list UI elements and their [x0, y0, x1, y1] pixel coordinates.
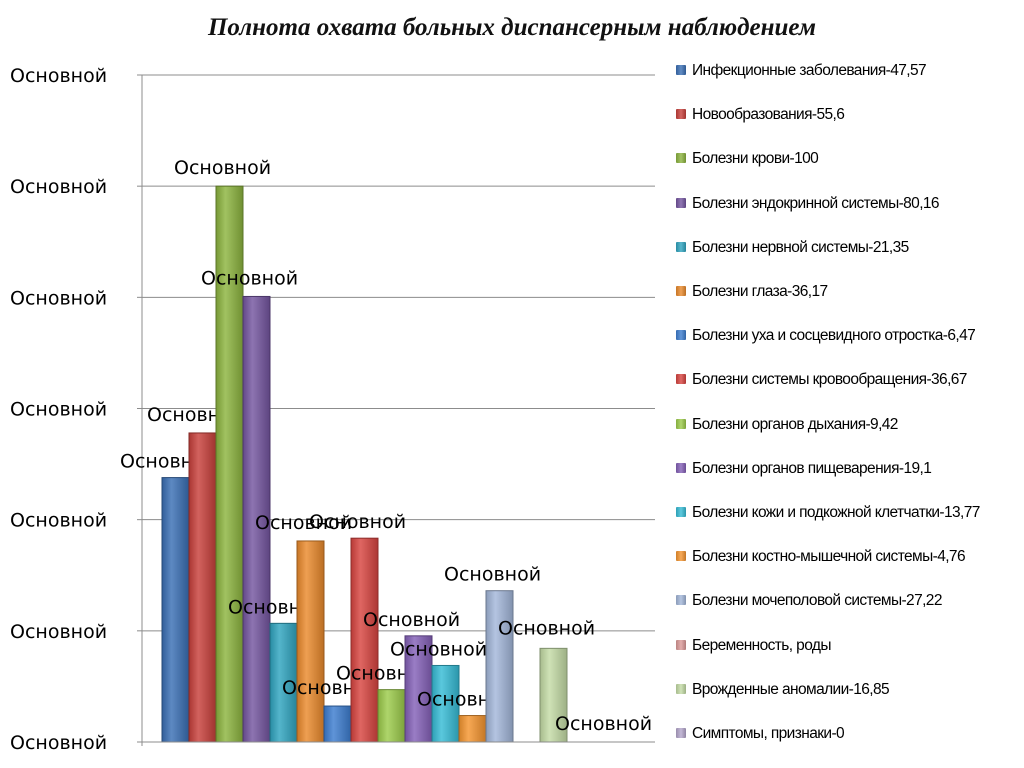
legend-swatch	[676, 728, 686, 738]
y-tick-label: Основной	[10, 510, 107, 532]
legend-label: Болезни эндокринной системы-80,16	[692, 195, 940, 212]
legend-label: Болезни кожи и подкожной клетчатки-13,77	[692, 504, 980, 521]
legend-swatch	[676, 463, 686, 473]
legend-label: Новообразования-55,6	[692, 106, 845, 123]
legend-swatch	[676, 65, 686, 75]
bar	[458, 715, 487, 743]
bar	[404, 635, 433, 743]
legend-swatch	[676, 419, 686, 429]
legend-label: Болезни органов пищеварения-19,1	[692, 460, 932, 477]
data-label: Основной	[255, 512, 352, 534]
y-tick-label: Основной	[10, 621, 107, 643]
data-label: Основной	[363, 609, 460, 631]
data-label: Основной	[174, 157, 271, 179]
bar	[188, 432, 217, 743]
legend-swatch	[676, 551, 686, 561]
bar	[485, 590, 514, 743]
legend-label: Болезни нервной системы-21,35	[692, 239, 909, 256]
legend-label: Болезни костно-мышечной системы-4,76	[692, 548, 966, 565]
y-tick-label: Основной	[10, 287, 107, 309]
y-tick-label: Основной	[10, 65, 107, 87]
legend-label: Болезни уха и сосцевидного отростка-6,47	[692, 327, 976, 344]
chart-title: Полнота охвата больных диспансерным набл…	[207, 14, 817, 41]
data-label: Основной	[201, 267, 298, 289]
legend-swatch	[676, 153, 686, 163]
y-tick-label: Основной	[10, 176, 107, 198]
bar	[431, 664, 460, 743]
legend-swatch	[676, 286, 686, 296]
bar	[350, 537, 379, 743]
data-label: Основной	[444, 564, 541, 586]
bar	[242, 295, 271, 743]
legend-label: Болезни крови-100	[692, 150, 819, 167]
legend-label: Болезни глаза-36,17	[692, 283, 828, 300]
legend-swatch	[676, 198, 686, 208]
y-tick-label: Основной	[10, 399, 107, 421]
legend-swatch	[676, 330, 686, 340]
legend-swatch	[676, 109, 686, 119]
legend-swatch	[676, 595, 686, 605]
legend-label: Болезни органов дыхания-9,42	[692, 416, 898, 433]
data-label: Основной	[555, 713, 652, 735]
chart-legend: Инфекционные заболевания-47,57 Новообразо…	[672, 60, 1017, 760]
data-label: Основной	[498, 617, 595, 639]
bar	[161, 477, 190, 743]
bar	[377, 689, 406, 743]
legend-label: Врожденные аномалии-16,85	[692, 681, 890, 698]
bar	[323, 705, 352, 743]
legend-label: Беременность, роды	[692, 637, 831, 654]
legend-label: Болезни системы кровообращения-36,67	[692, 371, 967, 388]
legend-label: Инфекционные заболевания-47,57	[692, 62, 927, 79]
legend-swatch	[676, 640, 686, 650]
legend-swatch	[676, 507, 686, 517]
legend-swatch	[676, 242, 686, 252]
legend-swatch	[676, 374, 686, 384]
legend-label: Симптомы, признаки-0	[692, 725, 845, 742]
legend-label: Болезни мочеполовой системы-27,22	[692, 592, 942, 609]
data-label: Основной	[390, 638, 487, 660]
bar	[269, 622, 298, 743]
y-tick-label: Основной	[10, 732, 107, 754]
legend-swatch	[676, 684, 686, 694]
bar	[296, 540, 325, 743]
data-label: Основной	[309, 511, 406, 533]
